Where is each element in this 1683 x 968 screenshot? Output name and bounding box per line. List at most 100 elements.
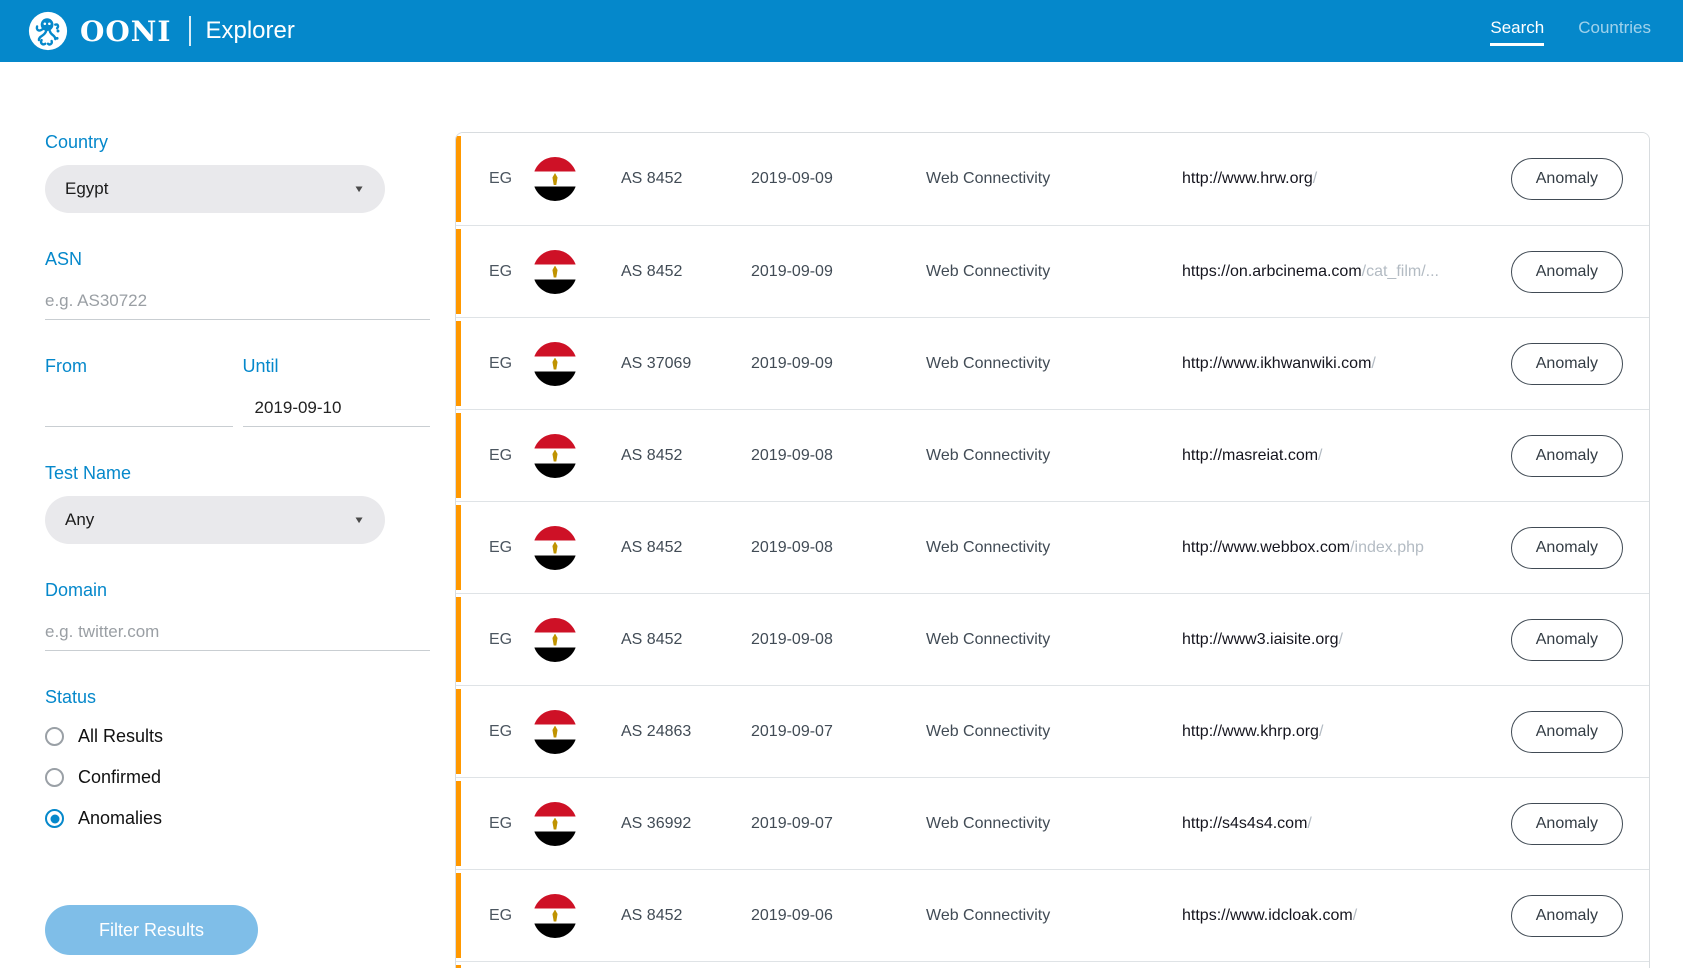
status-field: Status All Results Confirmed Anomalies bbox=[45, 687, 430, 839]
test-name: Web Connectivity bbox=[926, 722, 1051, 740]
measured-url: http://www.webbox.com/index.php bbox=[1182, 539, 1511, 557]
test-name: Web Connectivity bbox=[926, 354, 1051, 372]
brand-product: Explorer bbox=[205, 17, 295, 44]
anomaly-status-button[interactable]: Anomaly bbox=[1510, 158, 1623, 200]
measurement-row[interactable]: EG AS 8452 2019-09-09 Web Connectivity h… bbox=[456, 133, 1649, 225]
country-code: EG bbox=[489, 262, 513, 280]
url-host: http://www.ikhwanwiki.com bbox=[1182, 354, 1372, 372]
brand-separator bbox=[189, 16, 192, 46]
anomaly-status-button[interactable]: Anomaly bbox=[1510, 250, 1623, 293]
measurement-row[interactable]: EG AS 8452 2019-09-06 Web Connectivity h… bbox=[456, 869, 1649, 961]
url-host: https://www.idcloak.com bbox=[1182, 906, 1353, 924]
measurement-date: 2019-09-09 bbox=[751, 262, 833, 280]
test-name: Web Connectivity bbox=[926, 906, 1051, 924]
domain-label: Domain bbox=[45, 580, 108, 600]
asn-value: AS 8452 bbox=[621, 446, 683, 464]
url-host: http://www3.iaisite.org bbox=[1182, 630, 1339, 648]
anomaly-status-button[interactable]: Anomaly bbox=[1510, 434, 1623, 477]
egypt-flag-icon bbox=[533, 157, 577, 201]
filter-results-button[interactable]: Filter Results bbox=[45, 905, 258, 955]
radio-icon bbox=[45, 768, 64, 787]
from-label: From bbox=[45, 356, 87, 376]
test-name-label: Test Name bbox=[45, 463, 132, 483]
measurement-row-partial[interactable] bbox=[456, 961, 1649, 968]
egypt-flag-icon bbox=[533, 617, 577, 662]
anomaly-status-button[interactable]: Anomaly bbox=[1510, 710, 1623, 753]
measurement-date: 2019-09-07 bbox=[751, 814, 833, 832]
status-radio-option[interactable]: Anomalies bbox=[45, 798, 430, 839]
status-option-label: All Results bbox=[78, 726, 164, 746]
header-nav: Search Countries bbox=[1490, 16, 1651, 47]
asn-value: AS 24863 bbox=[621, 722, 692, 740]
test-name-select[interactable]: Any ▼ bbox=[45, 496, 385, 544]
url-path: / bbox=[1318, 446, 1323, 464]
measurement-row[interactable]: EG AS 8452 2019-09-09 Web Connectivity h… bbox=[456, 225, 1649, 317]
url-path: /index.php bbox=[1350, 538, 1424, 556]
nav-tab[interactable]: Search bbox=[1490, 16, 1545, 47]
measured-url: http://www3.iaisite.org/ bbox=[1182, 631, 1511, 649]
country-label: Country bbox=[45, 132, 109, 152]
measured-url: http://www.khrp.org/ bbox=[1182, 723, 1511, 741]
anomaly-status-button[interactable]: Anomaly bbox=[1510, 618, 1623, 661]
measurement-date: 2019-09-09 bbox=[751, 170, 833, 187]
anomaly-status-button[interactable]: Anomaly bbox=[1510, 802, 1623, 845]
country-field: Country Egypt ▼ bbox=[45, 132, 430, 213]
status-option-label: Confirmed bbox=[78, 767, 162, 787]
from-input[interactable] bbox=[45, 389, 233, 427]
brand: OONI Explorer bbox=[28, 11, 295, 51]
measurement-date: 2019-09-06 bbox=[751, 906, 833, 924]
url-host: http://www.webbox.com bbox=[1182, 538, 1351, 556]
until-label: Until bbox=[242, 356, 279, 376]
measured-url: http://www.hrw.org/ bbox=[1182, 170, 1511, 188]
country-code: EG bbox=[489, 630, 513, 648]
asn-value: AS 8452 bbox=[621, 630, 683, 648]
measurement-date: 2019-09-08 bbox=[751, 630, 833, 648]
egypt-flag-icon bbox=[533, 801, 577, 846]
url-path: / bbox=[1318, 722, 1324, 740]
asn-label: ASN bbox=[45, 249, 83, 269]
measurement-date: 2019-09-07 bbox=[751, 722, 833, 740]
until-input[interactable] bbox=[242, 389, 430, 427]
status-radio-option[interactable]: All Results bbox=[45, 716, 430, 757]
egypt-flag-icon bbox=[533, 893, 577, 938]
measurement-date: 2019-09-08 bbox=[751, 538, 833, 556]
measurement-row[interactable]: EG AS 8452 2019-09-08 Web Connectivity h… bbox=[456, 409, 1649, 501]
asn-input[interactable] bbox=[45, 282, 430, 320]
url-path: / bbox=[1338, 630, 1343, 648]
filter-sidebar: Country Egypt ▼ ASN From Until Test Name bbox=[45, 132, 430, 955]
measured-url: https://www.idcloak.com/ bbox=[1182, 907, 1511, 925]
measurement-row[interactable]: EG AS 37069 2019-09-09 Web Connectivity … bbox=[456, 317, 1649, 409]
url-host: http://www.hrw.org bbox=[1182, 170, 1313, 187]
app-header: OONI Explorer Search Countries bbox=[0, 0, 1683, 62]
anomaly-status-button[interactable]: Anomaly bbox=[1510, 894, 1623, 937]
measurement-row[interactable]: EG AS 24863 2019-09-07 Web Connectivity … bbox=[456, 685, 1649, 777]
measurement-row[interactable]: EG AS 8452 2019-09-08 Web Connectivity h… bbox=[456, 501, 1649, 593]
country-code: EG bbox=[489, 170, 513, 187]
egypt-flag-icon bbox=[533, 341, 577, 386]
country-code: EG bbox=[489, 722, 513, 740]
measured-url: http://s4s4s4.com/ bbox=[1182, 815, 1511, 833]
anomaly-status-button[interactable]: Anomaly bbox=[1510, 526, 1623, 569]
test-name: Web Connectivity bbox=[926, 170, 1051, 187]
domain-input[interactable] bbox=[45, 613, 430, 651]
country-code: EG bbox=[489, 538, 513, 556]
status-radio-option[interactable]: Confirmed bbox=[45, 757, 430, 798]
measurement-row[interactable]: EG AS 8452 2019-09-08 Web Connectivity h… bbox=[456, 593, 1649, 685]
egypt-flag-icon bbox=[533, 249, 577, 294]
asn-value: AS 36992 bbox=[621, 814, 692, 832]
url-host: http://masreiat.com bbox=[1182, 446, 1319, 464]
url-host: http://s4s4s4.com bbox=[1182, 814, 1308, 832]
ooni-logo-icon bbox=[28, 11, 68, 51]
measurement-row[interactable]: EG AS 36992 2019-09-07 Web Connectivity … bbox=[456, 777, 1649, 869]
asn-value: AS 8452 bbox=[621, 538, 683, 556]
status-label: Status bbox=[45, 687, 97, 707]
until-field: Until bbox=[242, 356, 430, 427]
country-select[interactable]: Egypt ▼ bbox=[45, 165, 385, 213]
status-option-label: Anomalies bbox=[78, 808, 163, 828]
nav-tab[interactable]: Countries bbox=[1578, 17, 1651, 37]
url-path: /cat_film/... bbox=[1361, 262, 1439, 280]
domain-field: Domain bbox=[45, 580, 430, 651]
results-card: EG AS 8452 2019-09-09 Web Connectivity h… bbox=[455, 132, 1650, 968]
measured-url: http://www.ikhwanwiki.com/ bbox=[1182, 355, 1511, 373]
anomaly-status-button[interactable]: Anomaly bbox=[1510, 342, 1623, 385]
